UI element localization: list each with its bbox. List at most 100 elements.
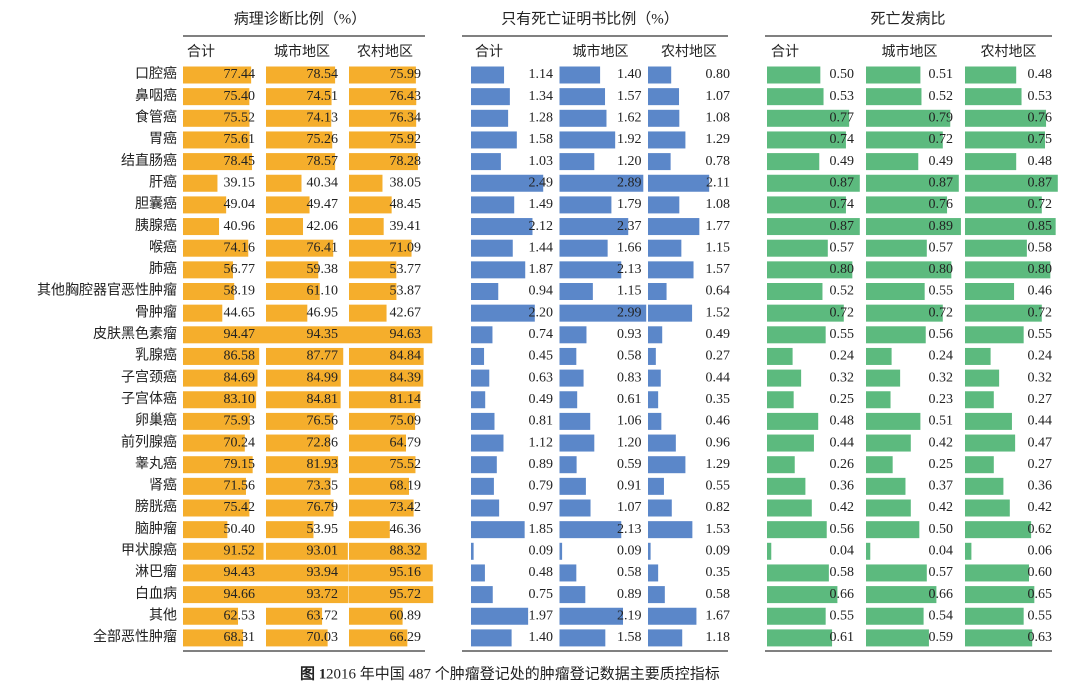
bar bbox=[559, 521, 622, 539]
value-label: 75.92 bbox=[390, 132, 422, 147]
bar bbox=[559, 66, 601, 84]
category-label: 膀胱癌 bbox=[135, 498, 177, 515]
bar bbox=[349, 499, 414, 517]
bar bbox=[266, 347, 344, 365]
bar bbox=[471, 131, 517, 149]
value-label: 0.75 bbox=[1028, 132, 1053, 147]
value-label: 1.03 bbox=[529, 154, 554, 169]
value-label: 0.54 bbox=[929, 608, 954, 623]
bar bbox=[471, 369, 490, 387]
value-label: 0.25 bbox=[929, 457, 954, 472]
bar bbox=[266, 218, 304, 236]
bar bbox=[266, 261, 319, 279]
value-label: 0.44 bbox=[1028, 414, 1053, 429]
bar bbox=[471, 607, 529, 625]
value-label: 0.04 bbox=[830, 544, 855, 559]
value-label: 60.89 bbox=[390, 608, 422, 623]
category-label: 胰腺癌 bbox=[135, 218, 177, 234]
bar bbox=[866, 261, 952, 279]
value-label: 83.10 bbox=[224, 392, 256, 407]
bar bbox=[471, 564, 485, 582]
bar bbox=[471, 542, 474, 560]
value-label: 0.58 bbox=[830, 565, 855, 580]
bar bbox=[965, 239, 1027, 257]
value-label: 0.27 bbox=[1028, 392, 1053, 407]
value-label: 0.57 bbox=[830, 240, 855, 255]
value-label: 0.58 bbox=[1028, 240, 1053, 255]
bar bbox=[349, 174, 383, 192]
value-label: 0.49 bbox=[529, 392, 554, 407]
value-label: 88.32 bbox=[390, 544, 422, 559]
bar bbox=[648, 499, 672, 517]
bar bbox=[349, 261, 397, 279]
bar bbox=[965, 542, 972, 560]
category-label: 皮肤黑色素瘤 bbox=[93, 325, 177, 342]
bar bbox=[471, 109, 509, 127]
value-label: 46.36 bbox=[390, 522, 422, 537]
bar bbox=[648, 131, 686, 149]
value-label: 0.72 bbox=[1028, 305, 1053, 320]
value-label: 1.62 bbox=[617, 111, 642, 126]
value-label: 0.09 bbox=[706, 544, 731, 559]
value-label: 0.61 bbox=[830, 630, 855, 645]
value-label: 77.44 bbox=[224, 67, 256, 82]
value-label: 39.41 bbox=[390, 219, 422, 234]
bar bbox=[648, 174, 710, 192]
bar bbox=[183, 347, 260, 365]
value-label: 0.89 bbox=[617, 587, 642, 602]
value-label: 75.52 bbox=[224, 111, 256, 126]
value-label: 1.57 bbox=[617, 89, 642, 104]
value-label: 87.77 bbox=[307, 349, 339, 364]
bar bbox=[767, 109, 850, 127]
value-label: 0.74 bbox=[529, 327, 554, 342]
bar bbox=[648, 66, 672, 84]
bar bbox=[648, 88, 680, 106]
bar bbox=[648, 326, 663, 344]
bar bbox=[559, 607, 624, 625]
bar bbox=[866, 564, 927, 582]
bar bbox=[648, 239, 682, 257]
value-label: 44.65 bbox=[224, 305, 256, 320]
bar bbox=[767, 629, 833, 647]
bar bbox=[183, 391, 257, 409]
value-label: 2.13 bbox=[617, 522, 642, 537]
bar bbox=[471, 521, 525, 539]
value-label: 1.52 bbox=[706, 305, 731, 320]
bar bbox=[866, 131, 943, 149]
value-label: 76.79 bbox=[307, 500, 339, 515]
value-label: 84.39 bbox=[390, 370, 422, 385]
bar bbox=[183, 607, 239, 625]
bar bbox=[767, 369, 802, 387]
panel-title: 死亡发病比 bbox=[870, 10, 945, 27]
category-label: 喉癌 bbox=[149, 239, 177, 255]
value-label: 0.27 bbox=[706, 349, 731, 364]
category-label: 食管癌 bbox=[135, 109, 177, 126]
value-label: 0.55 bbox=[929, 284, 954, 299]
series-header: 合计 bbox=[771, 44, 799, 60]
category-label: 结直肠癌 bbox=[121, 152, 177, 169]
value-label: 0.63 bbox=[529, 370, 554, 385]
value-label: 0.52 bbox=[830, 284, 855, 299]
value-label: 1.29 bbox=[706, 132, 731, 147]
bar bbox=[965, 218, 1056, 236]
bar bbox=[471, 88, 510, 106]
value-label: 73.35 bbox=[307, 479, 339, 494]
bar bbox=[266, 456, 339, 474]
bar bbox=[648, 521, 693, 539]
category-label: 淋巴瘤 bbox=[135, 563, 177, 580]
bar bbox=[866, 391, 891, 409]
bar bbox=[648, 347, 656, 365]
value-label: 59.38 bbox=[307, 262, 339, 277]
bar bbox=[965, 283, 1015, 300]
bar bbox=[559, 131, 616, 149]
value-label: 53.77 bbox=[390, 262, 422, 277]
value-label: 1.77 bbox=[706, 219, 731, 234]
value-label: 2.11 bbox=[706, 175, 730, 190]
bar bbox=[965, 629, 1033, 647]
value-label: 0.55 bbox=[1028, 608, 1053, 623]
bar bbox=[349, 607, 403, 625]
value-label: 0.36 bbox=[830, 479, 855, 494]
bar bbox=[559, 196, 612, 214]
bar bbox=[866, 109, 951, 127]
